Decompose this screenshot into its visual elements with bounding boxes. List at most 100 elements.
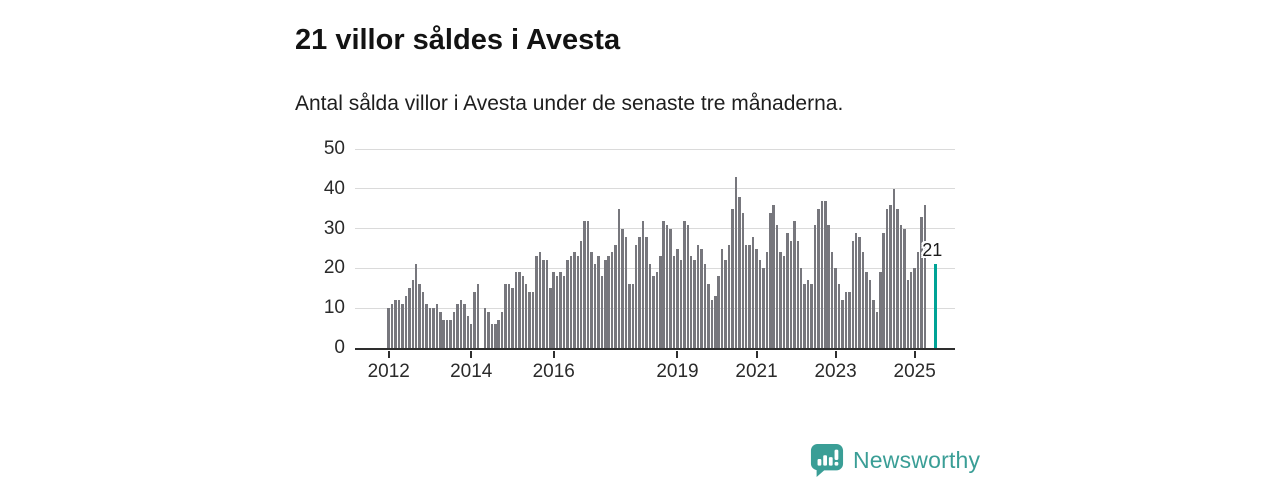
- bar: [693, 260, 696, 348]
- bar: [724, 260, 727, 348]
- bar: [621, 228, 624, 348]
- bar-slot: [397, 149, 401, 348]
- bar-slot: [497, 149, 500, 348]
- bar: [744, 244, 748, 348]
- bar: [562, 276, 566, 348]
- bar: [872, 300, 875, 348]
- bar: [672, 256, 676, 348]
- bar-slot: [531, 149, 535, 348]
- bar-slot: [655, 149, 659, 348]
- bar-slot: [442, 149, 445, 348]
- bar: [469, 324, 473, 348]
- bar: [824, 200, 827, 348]
- bar-slot: [868, 149, 872, 348]
- bar-slot: [827, 149, 830, 348]
- bar: [463, 304, 466, 348]
- bar: [679, 260, 683, 348]
- bar-slot: [459, 149, 463, 348]
- bar-slot: [923, 149, 927, 348]
- bar: [720, 248, 724, 348]
- bar: [593, 264, 597, 348]
- bar-slot: [449, 149, 452, 348]
- bar-slot: [707, 149, 710, 348]
- bar-slot: [634, 149, 638, 348]
- bar-slot: [799, 149, 803, 348]
- bar-slot: [394, 149, 397, 348]
- bar-slot: [875, 149, 879, 348]
- bar-chart: 0 10 20 30 40 50 21 2012 2014 2016 2019 2021 2023 2…: [295, 138, 985, 395]
- bar: [793, 220, 796, 348]
- bar-slot: [882, 149, 885, 348]
- bar: [703, 264, 707, 348]
- bar: [696, 244, 700, 348]
- y-axis-labels: 0 10 20 30 40 50: [295, 138, 345, 358]
- chart-subtitle: Antal sålda villor i Avesta under de sen…: [295, 92, 844, 115]
- bar: [549, 288, 552, 348]
- bar: [535, 256, 538, 348]
- bar-slot: [610, 149, 614, 348]
- bar: [851, 240, 855, 348]
- bar: [552, 272, 555, 348]
- bar: [820, 200, 824, 348]
- bar: [841, 300, 844, 348]
- bar-slot: [789, 149, 793, 348]
- bar: [404, 296, 408, 348]
- bar-slot: [421, 149, 425, 348]
- bar: [614, 244, 617, 348]
- bar: [518, 272, 521, 348]
- bar-slot: [858, 149, 861, 348]
- bar-slot: [769, 149, 772, 348]
- bar: [782, 256, 786, 348]
- bar: [590, 252, 593, 348]
- x-axis-tick: [387, 351, 390, 358]
- bar: [504, 284, 507, 348]
- bar: [607, 256, 610, 348]
- bar: [610, 252, 614, 348]
- bar: [459, 300, 463, 348]
- bar-slot: [476, 149, 480, 348]
- bar: [428, 308, 432, 348]
- bar-slot: [738, 149, 741, 348]
- bar-slot: [934, 149, 937, 348]
- bar: [844, 292, 848, 348]
- bar-slot: [514, 149, 518, 348]
- bar: [896, 208, 899, 348]
- bar-slot: [583, 149, 586, 348]
- bar: [913, 268, 916, 348]
- bar: [542, 260, 545, 348]
- highlighted-bar: [934, 264, 937, 348]
- bar: [689, 256, 693, 348]
- bar-slot: [714, 149, 717, 348]
- plot-area: 21: [355, 148, 955, 350]
- bar-slot: [628, 149, 631, 348]
- bar: [741, 212, 745, 348]
- bar: [408, 288, 411, 348]
- bar: [686, 224, 690, 348]
- bar: [559, 272, 562, 348]
- x-axis-tick-label: 2014: [450, 361, 493, 382]
- bar-slot: [638, 149, 641, 348]
- bar: [617, 208, 621, 348]
- bar-slot: [641, 149, 645, 348]
- bar-slot: [844, 149, 848, 348]
- bar: [707, 284, 710, 348]
- bar-slot: [521, 149, 525, 348]
- bar: [421, 292, 425, 348]
- bar-slot: [717, 149, 720, 348]
- bar-slot: [645, 149, 648, 348]
- bar-slot: [676, 149, 679, 348]
- bar-slot: [913, 149, 916, 348]
- bar-slot: [810, 149, 813, 348]
- bar-slot: [549, 149, 552, 348]
- bar-slot: [401, 149, 404, 348]
- bar-slot: [545, 149, 549, 348]
- bar-slot: [762, 149, 765, 348]
- bar-slot: [700, 149, 703, 348]
- bar-slot: [390, 149, 394, 348]
- bar: [473, 292, 476, 348]
- x-axis-tick: [755, 351, 758, 358]
- bar: [810, 284, 813, 348]
- highlight-value-label: 21: [922, 240, 943, 261]
- bar: [655, 272, 659, 348]
- bar-slot: [662, 149, 665, 348]
